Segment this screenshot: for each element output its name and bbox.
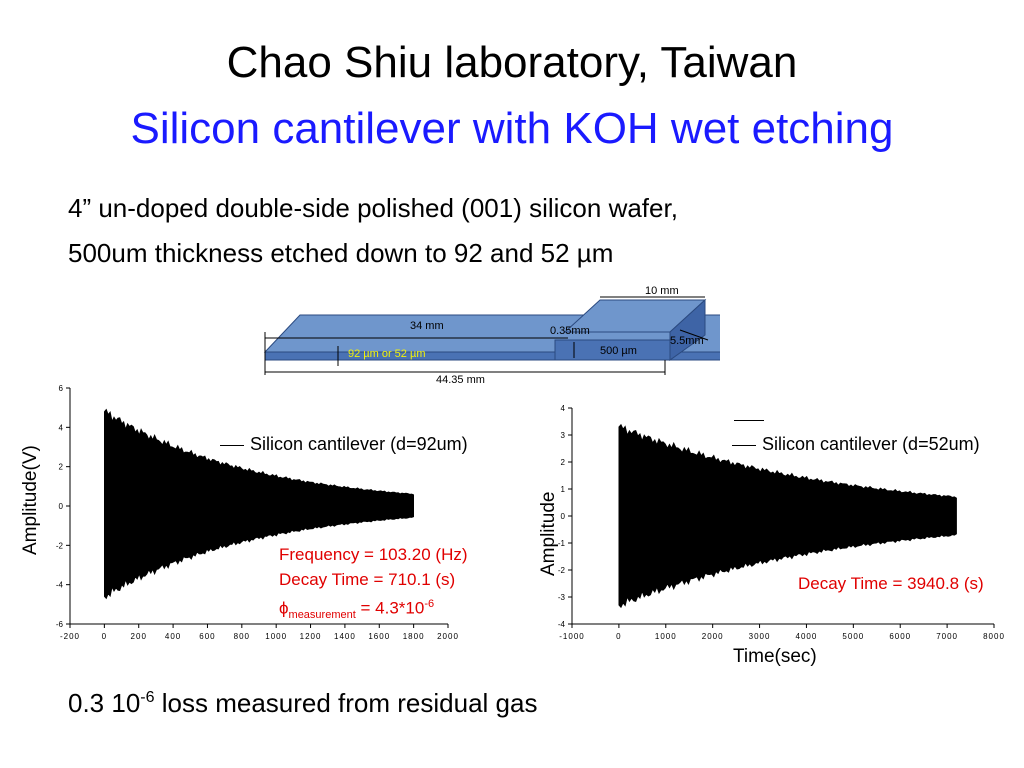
chart1-annotations: Frequency = 103.20 (Hz) Decay Time = 710…: [279, 542, 468, 628]
footer-rest: loss measured from residual gas: [154, 688, 538, 718]
chart1-axes: -6 -4 -2 0 2 4 6 -200 0 200 400 600 800 1000 1200 1400 1…: [56, 384, 459, 641]
footer-exp: -6: [140, 689, 155, 706]
chart2-y-tick-label: -3: [558, 593, 566, 602]
chart1-frequency: Frequency = 103.20 (Hz): [279, 545, 468, 564]
phi-symbol: ϕ: [279, 598, 289, 618]
chart1-y-tick-label: 2: [59, 463, 64, 472]
slide-subtitle: Silicon cantilever with KOH wet etching: [130, 104, 894, 153]
chart2-x-tick-label: 2000: [702, 632, 724, 641]
chart2-y-tick-label: -1: [558, 539, 566, 548]
chart2-y-tick-label: 4: [561, 404, 566, 413]
chart2-x-tick-label: 6000: [889, 632, 911, 641]
chart1-x-tick-label: 200: [131, 632, 147, 641]
chart1-y-tick-label: 6: [59, 384, 64, 393]
chart1-series-0: [104, 408, 415, 600]
cantilever-diagram: 10 mm 34 mm 0.35mm 5.5mm 500 µm 92 µm or…: [263, 285, 720, 386]
chart1-y-tick-label: 4: [59, 423, 64, 432]
chart1-ylabel: Amplitude(V): [20, 445, 41, 555]
chart1-decay: Decay Time = 710.1 (s): [279, 570, 456, 589]
chart2-decay: Decay Time = 3940.8 (s): [798, 574, 984, 593]
phi-exp: -6: [424, 598, 435, 610]
chart2-legend-label: Silicon cantilever (d=52um): [762, 434, 980, 454]
dim-thin: 92 µm or 52 µm: [348, 348, 425, 360]
dim-thickness: 500 µm: [600, 345, 637, 357]
chart2-axes: -4 -3 -2 -1 0 1 2 3 4 -1000 0 1000 2000 3000 4000 5000 6…: [558, 404, 1005, 641]
chart2-ylabel: Amplitude: [538, 491, 559, 577]
chart1-y-tick-label: 0: [59, 502, 64, 511]
base-front: [554, 339, 671, 361]
chart2-x-tick-label: 1000: [655, 632, 677, 641]
chart1-x-tick-label: 600: [199, 632, 215, 641]
chart1-x-tick-label: 400: [165, 632, 181, 641]
chart1-y-tick-label: -4: [56, 581, 64, 590]
chart2-series-0: [618, 423, 957, 609]
chart1-x-tick-label: 1000: [265, 632, 287, 641]
chart1-x-tick-label: 0: [102, 632, 107, 641]
chart-52um: -4 -3 -2 -1 0 1 2 3 4 -1000 0 1000 2000 3000 4000 5000 6…: [558, 404, 1005, 641]
dim-length: 34 mm: [410, 320, 444, 332]
chart2-x-tick-label: -1000: [559, 632, 584, 641]
chart1-x-tick-label: 1800: [403, 632, 425, 641]
chart2-x-tick-label: 7000: [936, 632, 958, 641]
dim-gap: 0.35mm: [550, 325, 590, 337]
chart1-x-tick-label: 2000: [437, 632, 459, 641]
chart1-x-tick-label: 1200: [300, 632, 322, 641]
dim-total: 44.35 mm: [436, 374, 485, 386]
dim-width: 10 mm: [645, 285, 679, 297]
bullet-thickness: 500um thickness etched down to 92 and 52…: [68, 238, 614, 268]
bullet-wafer: 4” un-doped double-side polished (001) s…: [68, 193, 678, 223]
chart2-legend-line: [732, 444, 756, 446]
phi-value: = 4.3*10: [355, 598, 425, 618]
chart2-y-tick-label: 0: [561, 512, 566, 521]
chart1-legend-line: [220, 444, 244, 446]
footer-value: 0.3 10: [68, 688, 141, 718]
chart1-y-tick-label: -6: [56, 620, 64, 629]
chart1-legend: Silicon cantilever (d=92um): [220, 434, 468, 455]
chart-92um: -6 -4 -2 0 2 4 6 -200 0 200 400 600 800 1000 1200 1400 1…: [56, 384, 459, 641]
chart1-x-tick-label: -200: [60, 632, 80, 641]
chart1-x-tick-label: 1400: [334, 632, 356, 641]
chart1-y-tick-label: -2: [56, 541, 64, 550]
chart2-y-tick-label: 3: [561, 431, 566, 440]
chart2-legend-stub: [734, 420, 764, 421]
chart2-y-tick-label: 2: [561, 458, 566, 467]
chart2-x-tick-label: 5000: [842, 632, 864, 641]
chart1-legend-label: Silicon cantilever (d=92um): [250, 434, 468, 454]
chart2-x-tick-label: 0: [616, 632, 621, 641]
bullet-residual-gas: 0.3 10-6 loss measured from residual gas: [68, 688, 537, 719]
chart2-x-tick-label: 8000: [983, 632, 1005, 641]
chart1-phi: ϕmeasurement = 4.3*10-6: [279, 592, 468, 628]
chart1-x-tick-label: 800: [234, 632, 250, 641]
dim-depth: 5.5mm: [670, 335, 704, 347]
chart2-x-tick-label: 3000: [749, 632, 771, 641]
chart1-x-tick-label: 1600: [368, 632, 390, 641]
chart2-xlabel: Time(sec): [733, 646, 817, 667]
phi-sub: measurement: [288, 609, 356, 622]
chart2-x-tick-label: 4000: [796, 632, 818, 641]
chart2-legend: Silicon cantilever (d=52um): [732, 434, 980, 455]
chart2-y-tick-label: -4: [558, 620, 566, 629]
slide-title: Chao Shiu laboratory, Taiwan: [226, 38, 798, 87]
chart2-y-tick-label: 1: [561, 485, 566, 494]
chart2-y-tick-label: -2: [558, 566, 566, 575]
